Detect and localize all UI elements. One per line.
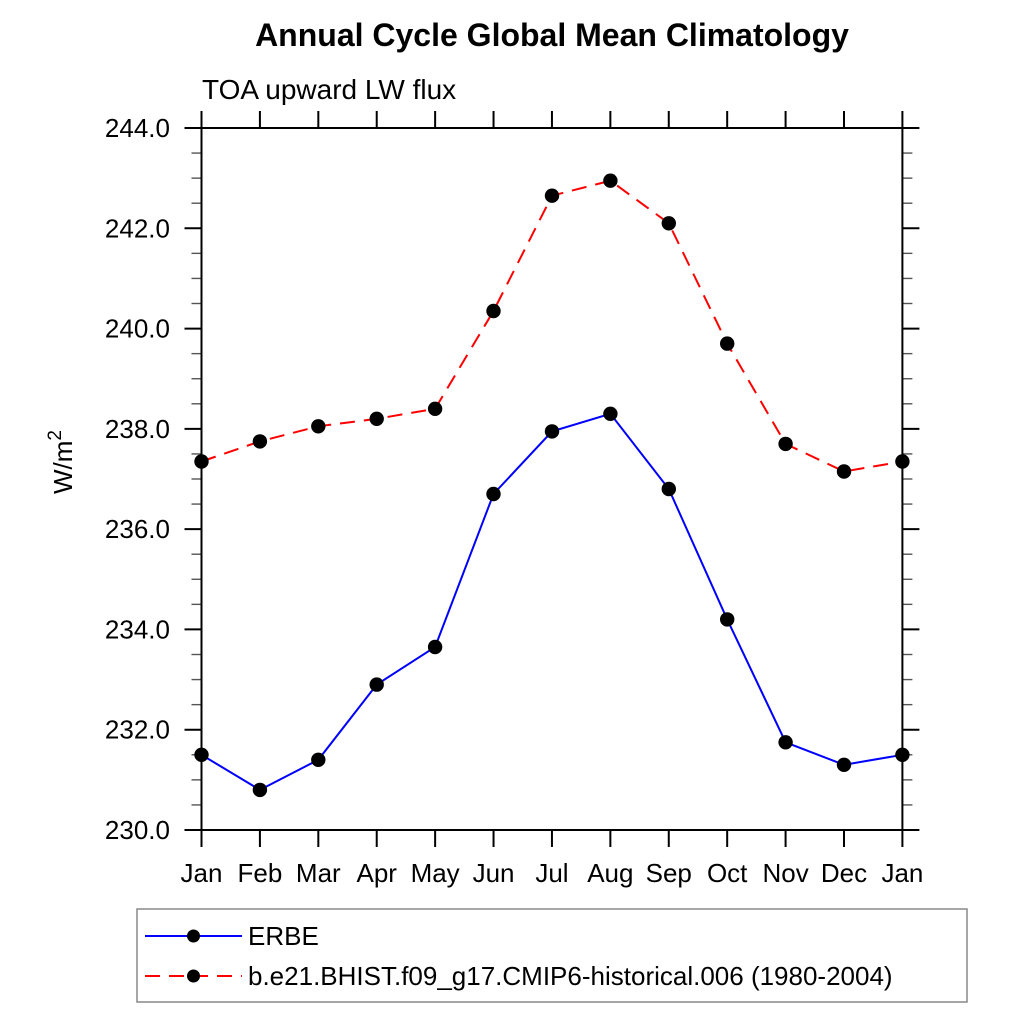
x-tick-label: Nov bbox=[762, 858, 808, 888]
y-axis-label: W/m2 bbox=[45, 430, 78, 494]
y-tick-label: 242.0 bbox=[105, 213, 170, 243]
y-tick-label: 230.0 bbox=[105, 815, 170, 845]
data-point-marker bbox=[486, 486, 501, 502]
axis-tick-labels: 230.0 232.0 234.0 236.0 238.0 240.0 242.0 244.0… bbox=[105, 113, 923, 888]
data-point-marker bbox=[427, 401, 443, 416]
data-point-marker bbox=[194, 747, 209, 762]
x-tick-label: Oct bbox=[707, 858, 748, 888]
data-point-marker bbox=[603, 173, 618, 188]
data-point-marker bbox=[720, 336, 735, 351]
data-point-marker bbox=[778, 735, 793, 750]
y-tick-label: 232.0 bbox=[105, 715, 170, 745]
erbe-line bbox=[200, 412, 903, 792]
x-tick-label: Sep bbox=[646, 858, 692, 888]
x-tick-label: May bbox=[411, 858, 460, 888]
data-point-marker bbox=[252, 434, 268, 449]
legend-marker bbox=[187, 969, 200, 983]
legend-box bbox=[136, 908, 968, 1003]
x-tick-label: Jan bbox=[881, 858, 923, 888]
data-point-marker bbox=[836, 464, 852, 479]
data-point-marker bbox=[427, 639, 443, 655]
x-tick-label: Feb bbox=[238, 858, 283, 888]
data-point-marker bbox=[369, 411, 384, 426]
data-point-marker bbox=[895, 747, 910, 762]
legend-label: ERBE bbox=[248, 921, 319, 951]
x-tick-label: Aug bbox=[587, 858, 633, 888]
data-point-marker bbox=[369, 677, 384, 692]
x-tick-label: Dec bbox=[821, 858, 867, 888]
plot-frame bbox=[200, 127, 904, 831]
data-point-marker bbox=[544, 424, 560, 439]
x-tick-label: Mar bbox=[296, 858, 341, 888]
data-point-marker bbox=[661, 481, 676, 497]
legend-label: b.e21.BHIST.f09_g17.CMIP6-historical.006… bbox=[248, 961, 893, 991]
x-tick-label: Jun bbox=[473, 858, 515, 888]
axis-ticks bbox=[184, 111, 920, 847]
chart-title: Annual Cycle Global Mean Climatology bbox=[255, 17, 849, 53]
data-series bbox=[194, 173, 910, 798]
data-point-marker bbox=[720, 612, 735, 627]
y-tick-label: 234.0 bbox=[105, 614, 170, 644]
data-point-marker bbox=[486, 303, 501, 319]
y-tick-label: 238.0 bbox=[105, 414, 170, 444]
data-point-marker bbox=[311, 419, 326, 434]
y-tick-label: 244.0 bbox=[105, 113, 170, 143]
data-point-marker bbox=[778, 436, 793, 452]
data-point-marker bbox=[836, 757, 852, 772]
data-point-marker bbox=[311, 752, 326, 767]
x-tick-label: Jul bbox=[535, 858, 568, 888]
data-point-marker bbox=[603, 406, 618, 421]
y-tick-label: 236.0 bbox=[105, 514, 170, 544]
legend: ERBE b.e21.BHIST.f09_g17.CMIP6-historical… bbox=[136, 908, 968, 1003]
data-point-marker bbox=[895, 454, 910, 469]
y-tick-label: 240.0 bbox=[105, 314, 170, 344]
x-tick-label: Apr bbox=[356, 858, 397, 888]
legend-marker bbox=[187, 929, 200, 943]
data-point-marker bbox=[252, 782, 268, 798]
chart-subtitle: TOA upward LW flux bbox=[202, 74, 456, 105]
x-tick-label: Jan bbox=[181, 858, 223, 888]
data-point-marker bbox=[544, 188, 560, 203]
data-point-marker bbox=[194, 454, 209, 469]
data-point-marker bbox=[661, 216, 676, 231]
